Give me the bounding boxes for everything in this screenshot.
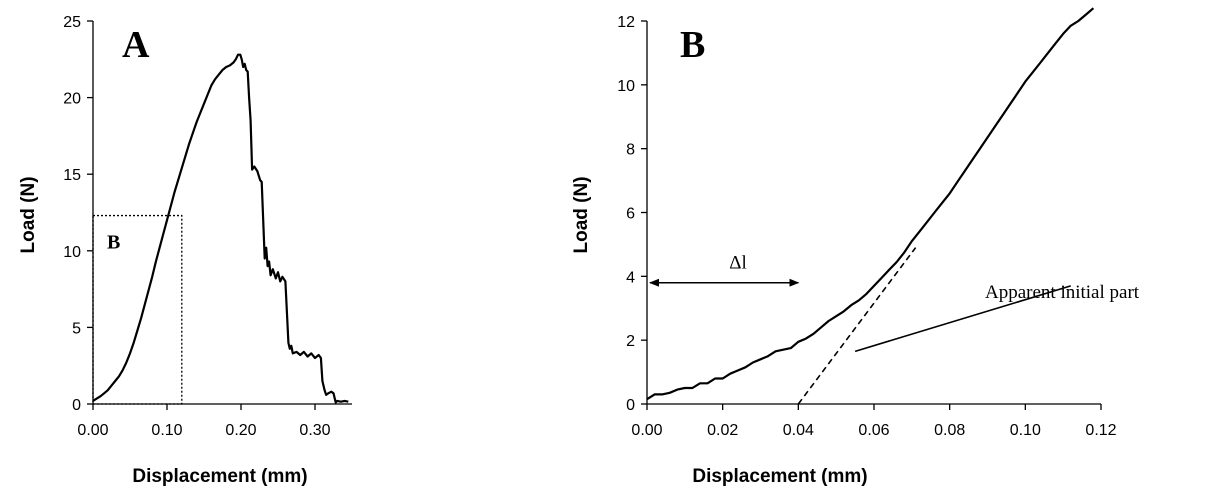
x-axis-title-b: Displacement (mm) xyxy=(692,466,867,487)
data-series-line-a xyxy=(92,53,349,404)
y-tick-label-b: 10 xyxy=(617,78,635,95)
x-tick-label-b: 0.00 xyxy=(631,422,662,439)
y-tick-label-a: 10 xyxy=(63,244,81,261)
y-tick-label-a: 5 xyxy=(72,320,81,337)
y-tick-label-a: 25 xyxy=(63,14,81,31)
x-axis-title-a: Displacement (mm) xyxy=(132,466,307,487)
initial-part-line xyxy=(854,285,1071,353)
y-tick-label-a: 20 xyxy=(63,91,81,108)
tangent-dashed-line xyxy=(797,247,917,405)
x-tick-label-b: 0.04 xyxy=(783,422,814,439)
y-tick-label-b: 12 xyxy=(617,14,635,31)
plot-area-a: 0 5 10 15 20 25 0.00 0.10 0.20 0.30 B xyxy=(63,14,352,439)
x-tick-label-a: 0.10 xyxy=(151,422,182,439)
y-tick-label-b: 6 xyxy=(626,206,635,223)
x-tick-label-b: 0.12 xyxy=(1085,422,1116,439)
initial-part-label: Apparent initial part xyxy=(985,282,1140,303)
y-axis-title-a: Load (N) xyxy=(18,176,39,253)
x-tick-label-b: 0.06 xyxy=(858,422,889,439)
x-tick-label-b: 0.02 xyxy=(707,422,738,439)
inset-region-box xyxy=(92,214,183,405)
y-tick-label-b: 4 xyxy=(626,269,635,286)
y-tick-label-a: 0 xyxy=(72,397,81,414)
delta-label: Δl xyxy=(729,253,747,274)
y-tick-label-b: 8 xyxy=(626,142,635,159)
inset-region-label: B xyxy=(107,232,120,254)
panel-label-a: A xyxy=(122,24,150,66)
x-tick-label-a: 0.30 xyxy=(299,422,330,439)
y-axis-title-b: Load (N) xyxy=(571,176,592,253)
x-tick-label-a: 0.00 xyxy=(77,422,108,439)
x-tick-label-a: 0.20 xyxy=(225,422,256,439)
y-tick-label-a: 15 xyxy=(63,167,81,184)
x-tick-label-b: 0.08 xyxy=(934,422,965,439)
data-series-line-b xyxy=(646,7,1095,401)
panel-label-b: B xyxy=(680,24,705,66)
y-tick-label-b: 2 xyxy=(626,333,635,350)
chart-panel-b: Load (N) Displacement (mm) B 0 2 4 6 8 10 12 0.… xyxy=(571,7,1140,487)
x-tick-label-b: 0.10 xyxy=(1010,422,1041,439)
chart-panel-a: Load (N) Displacement (mm) A 05101520250… xyxy=(18,14,352,487)
plot-area-b: 0 2 4 6 8 10 12 0.00 0.02 0.04 0.06 0.08 0.10 0.12 App… xyxy=(617,7,1140,439)
y-tick-label-b: 0 xyxy=(626,397,635,414)
